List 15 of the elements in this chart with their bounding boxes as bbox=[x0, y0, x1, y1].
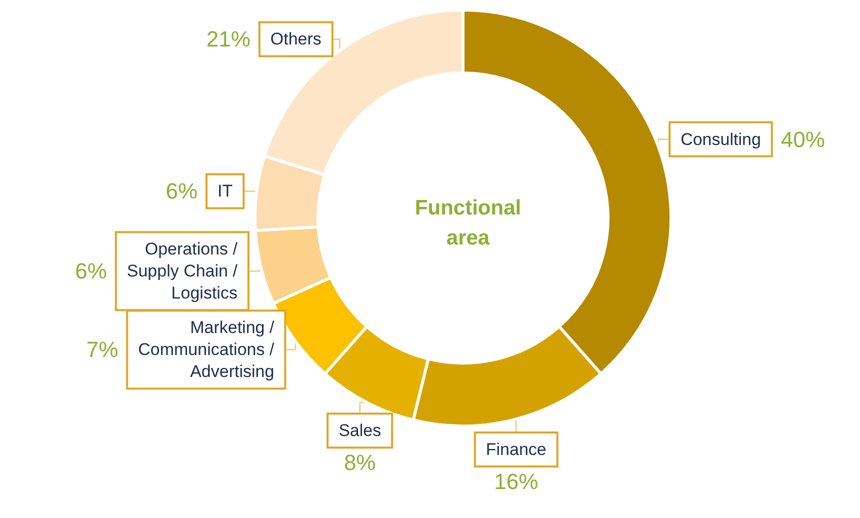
data-label: 21% bbox=[206, 26, 250, 52]
slice-label: IT bbox=[218, 182, 233, 201]
slice-label: Sales bbox=[338, 421, 382, 440]
slice-label: Operations / Supply Chain / Logistics bbox=[126, 240, 238, 303]
data-label: 6% bbox=[75, 258, 107, 284]
data-label: 7% bbox=[86, 337, 118, 362]
slice-label: Finance bbox=[486, 440, 546, 460]
data-label: 40% bbox=[780, 126, 825, 152]
data-label: 6% bbox=[166, 178, 198, 204]
data-label: 16% bbox=[494, 469, 538, 494]
text: Functional area bbox=[414, 196, 522, 250]
slice-label: Marketing / Communications / Advertising bbox=[138, 318, 274, 382]
slice-label: Consulting bbox=[680, 130, 761, 149]
data-label: 8% bbox=[344, 450, 376, 476]
slice-label: Others bbox=[270, 30, 322, 49]
